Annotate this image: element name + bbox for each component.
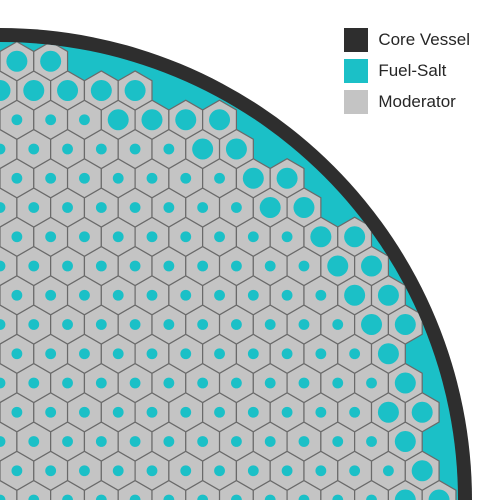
fuel-salt-swatch — [344, 59, 368, 83]
core-vessel-swatch — [344, 28, 368, 52]
legend-item-core-vessel: Core Vessel — [344, 28, 470, 52]
legend-label: Core Vessel — [378, 30, 470, 50]
reactor-diagram-container: Core Vessel Fuel-Salt Moderator — [0, 0, 500, 500]
legend: Core Vessel Fuel-Salt Moderator — [344, 28, 470, 121]
legend-item-moderator: Moderator — [344, 90, 470, 114]
moderator-swatch — [344, 90, 368, 114]
legend-item-fuel-salt: Fuel-Salt — [344, 59, 470, 83]
legend-label: Moderator — [378, 92, 455, 112]
legend-label: Fuel-Salt — [378, 61, 446, 81]
